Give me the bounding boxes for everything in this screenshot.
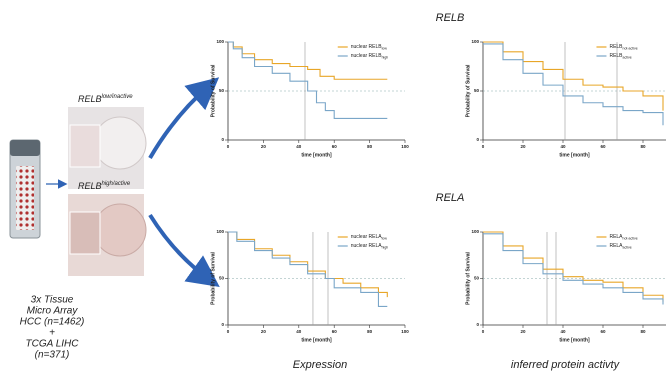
x-tick-label: 0 <box>482 329 485 334</box>
column-title: inferred protein activty <box>511 359 621 371</box>
cohort-text: Micro Array <box>27 306 79 317</box>
x-tick-label: 60 <box>332 329 338 334</box>
cohort-text: 3x Tissue <box>31 295 74 306</box>
slide-label <box>10 140 40 156</box>
x-tick-label: 100 <box>401 144 409 149</box>
x-tick-label: 20 <box>520 144 526 149</box>
survival-curve <box>483 41 664 111</box>
x-tick-label: 20 <box>520 329 526 334</box>
x-tick-label: 60 <box>332 144 338 149</box>
cohort-text: HCC (n=1462) <box>20 317 85 328</box>
x-tick-label: 60 <box>600 144 606 149</box>
x-tick-label: 80 <box>367 329 373 334</box>
legend-label: RELAnot-active <box>609 234 637 240</box>
x-tick-label: 0 <box>227 329 230 334</box>
x-tick-label: 40 <box>296 329 302 334</box>
legend-subscript: high <box>382 245 389 249</box>
legend-name: nuclear RELA <box>351 234 383 240</box>
legend-subscript: low <box>382 46 388 50</box>
x-tick-label: 20 <box>261 144 267 149</box>
tissue-zoom <box>69 211 101 255</box>
x-tick-label: 80 <box>640 144 646 149</box>
legend-subscript: low <box>382 236 388 240</box>
arrow <box>148 77 220 160</box>
x-tick-label: 20 <box>261 329 267 334</box>
y-tick-label: 50 <box>219 276 225 281</box>
legend-label: nuclear RELBhigh <box>351 53 389 59</box>
arrow <box>148 213 220 287</box>
section-title: RELB <box>436 12 465 24</box>
legend-subscript: not-active <box>623 236 638 240</box>
legend-label: nuclear RELAlow <box>351 234 388 240</box>
y-axis-label: Probability of Survival <box>465 64 471 117</box>
array-spots <box>16 166 34 230</box>
y-tick-label: 0 <box>476 137 479 142</box>
x-tick-label: 40 <box>296 144 302 149</box>
legend-subscript: active <box>623 55 632 59</box>
x-tick-label: 80 <box>640 329 646 334</box>
sample-label: RELBhigh/active <box>78 181 131 192</box>
x-axis-label: time [month] <box>559 152 590 158</box>
tissue-core <box>93 203 147 257</box>
y-axis-label: Probability of Survival <box>210 64 216 117</box>
section-title: RELA <box>436 192 465 204</box>
legend-name: RELA <box>609 243 623 249</box>
x-tick-label: 40 <box>560 329 566 334</box>
y-tick-label: 100 <box>471 229 479 234</box>
y-tick-label: 50 <box>219 88 225 93</box>
cohort-text: + <box>49 328 55 339</box>
legend-label: RELBactive <box>609 53 631 59</box>
y-tick-label: 100 <box>216 39 224 44</box>
legend-name: nuclear RELB <box>351 53 383 59</box>
y-axis-label: Probability of Survival <box>210 251 216 304</box>
x-tick-label: 40 <box>560 144 566 149</box>
legend-label: RELBnot-active <box>609 44 637 50</box>
legend-name: RELB <box>609 53 623 59</box>
y-tick-label: 50 <box>474 276 480 281</box>
legend-label: RELAactive <box>609 243 631 249</box>
legend-name: nuclear RELB <box>351 44 383 50</box>
column-title: Expression <box>293 359 347 371</box>
x-axis-label: time [month] <box>559 337 590 343</box>
survival-curve <box>483 233 664 305</box>
y-tick-label: 0 <box>221 322 224 327</box>
legend-subscript: not-active <box>623 46 638 50</box>
legend-name: RELA <box>609 234 623 240</box>
survival-curve <box>228 231 388 307</box>
y-tick-label: 0 <box>476 322 479 327</box>
y-tick-label: 50 <box>474 88 480 93</box>
legend-subscript: active <box>623 245 632 249</box>
legend-label: nuclear RELBlow <box>351 44 388 50</box>
legend-label: nuclear RELAhigh <box>351 243 389 249</box>
legend-subscript: high <box>382 55 389 59</box>
tissue-core <box>93 116 147 170</box>
legend-name: nuclear RELA <box>351 243 383 249</box>
y-tick-label: 0 <box>221 137 224 142</box>
cohort-text: (n=371) <box>35 350 70 361</box>
survival-curve <box>483 43 664 126</box>
x-tick-label: 80 <box>367 144 373 149</box>
y-tick-label: 100 <box>216 229 224 234</box>
survival-curve <box>483 231 664 302</box>
x-tick-label: 100 <box>401 329 409 334</box>
tissue-zoom <box>69 124 101 168</box>
y-axis-label: Probability of Survival <box>465 251 471 304</box>
survival-curve <box>228 41 388 119</box>
survival-curve <box>228 41 388 80</box>
x-tick-label: 60 <box>600 329 606 334</box>
legend-name: RELB <box>609 44 623 50</box>
x-axis-label: time [month] <box>301 152 332 158</box>
x-tick-label: 0 <box>482 144 485 149</box>
x-axis-label: time [month] <box>301 337 332 343</box>
cohort-text: TCGA LIHC <box>26 339 80 350</box>
y-tick-label: 100 <box>471 39 479 44</box>
x-tick-label: 0 <box>227 144 230 149</box>
sample-label: RELBlow/inactive <box>78 94 133 105</box>
